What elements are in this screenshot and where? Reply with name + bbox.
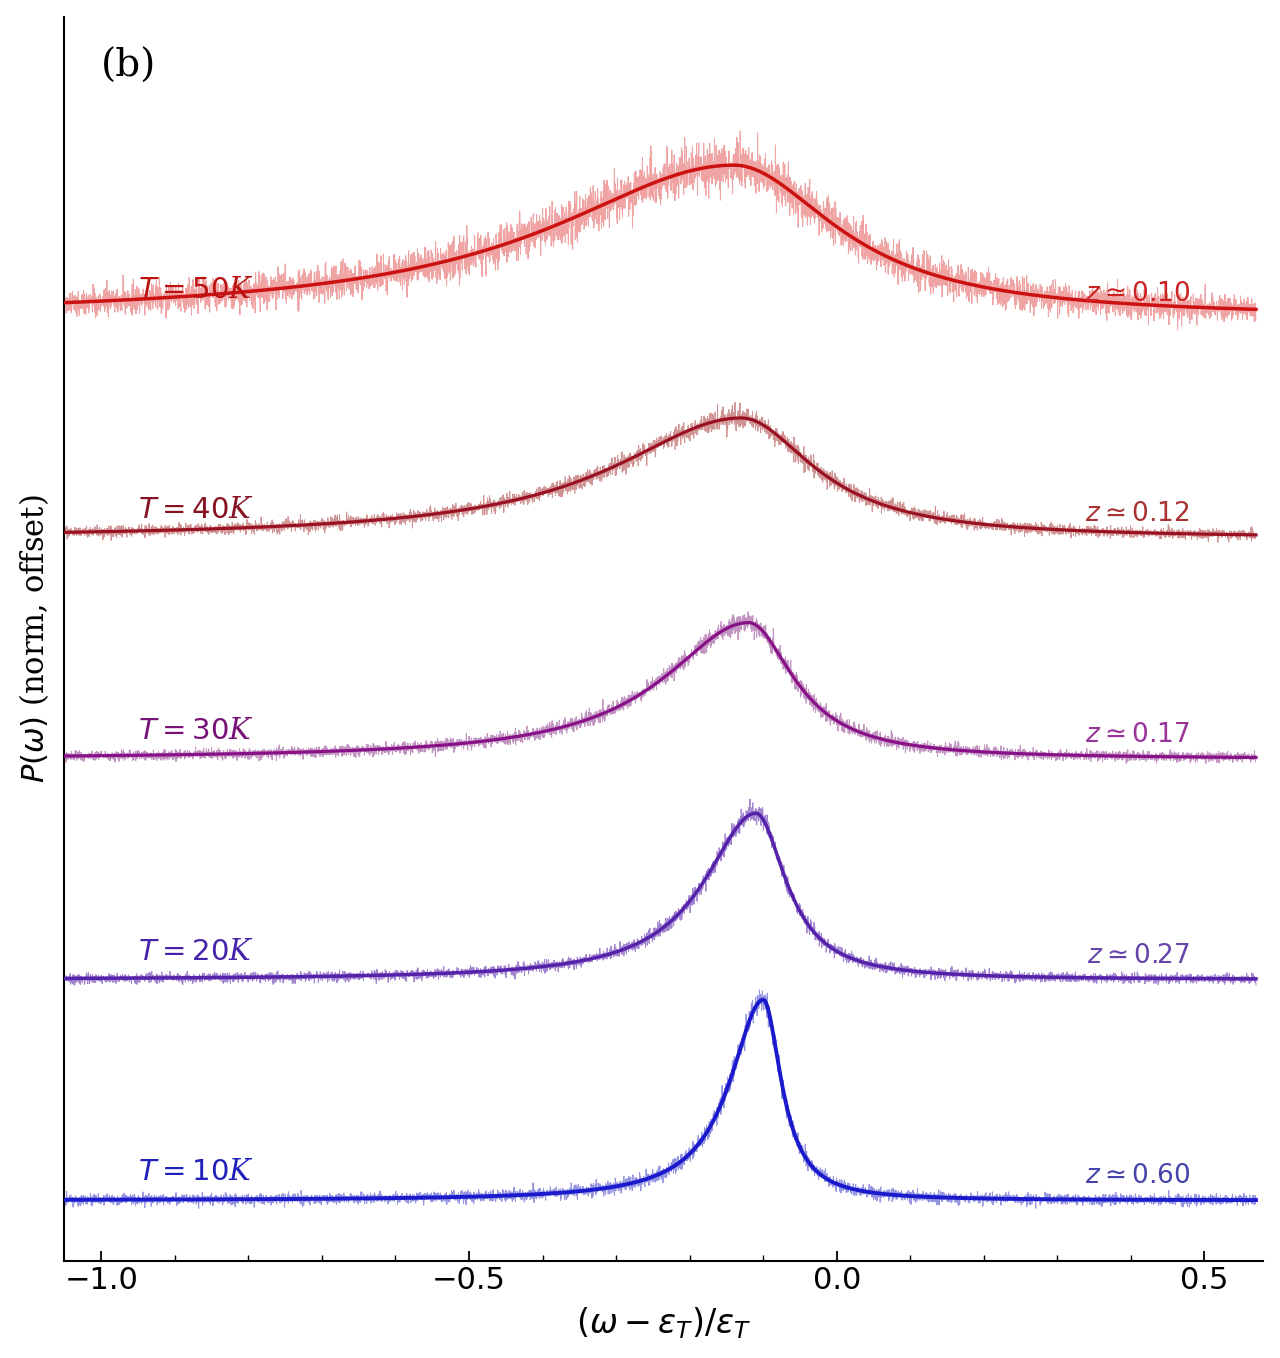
Text: $T = \mathit{20}$K: $T = \mathit{20}$K [138,938,253,966]
Y-axis label: $P(\omega)$ (norm, offset): $P(\omega)$ (norm, offset) [17,494,51,784]
Text: $z \simeq 0.17$: $z \simeq 0.17$ [1085,722,1190,747]
Text: $T = \mathit{50}$K: $T = \mathit{50}$K [138,276,253,304]
Text: $z \simeq 0.10$: $z \simeq 0.10$ [1084,281,1190,306]
X-axis label: $(\omega - \varepsilon_T)/\varepsilon_T$: $(\omega - \varepsilon_T)/\varepsilon_T$ [576,1305,751,1342]
Text: $z \simeq 0.60$: $z \simeq 0.60$ [1084,1164,1190,1188]
Text: $T = \mathit{40}$K: $T = \mathit{40}$K [138,496,253,524]
Text: $z \simeq 0.27$: $z \simeq 0.27$ [1087,942,1190,968]
Text: $T = \mathit{10}$K: $T = \mathit{10}$K [138,1158,253,1187]
Text: $z \simeq 0.12$: $z \simeq 0.12$ [1085,501,1190,527]
Text: (b): (b) [100,48,156,84]
Text: $T = \mathit{30}$K: $T = \mathit{30}$K [138,717,253,746]
